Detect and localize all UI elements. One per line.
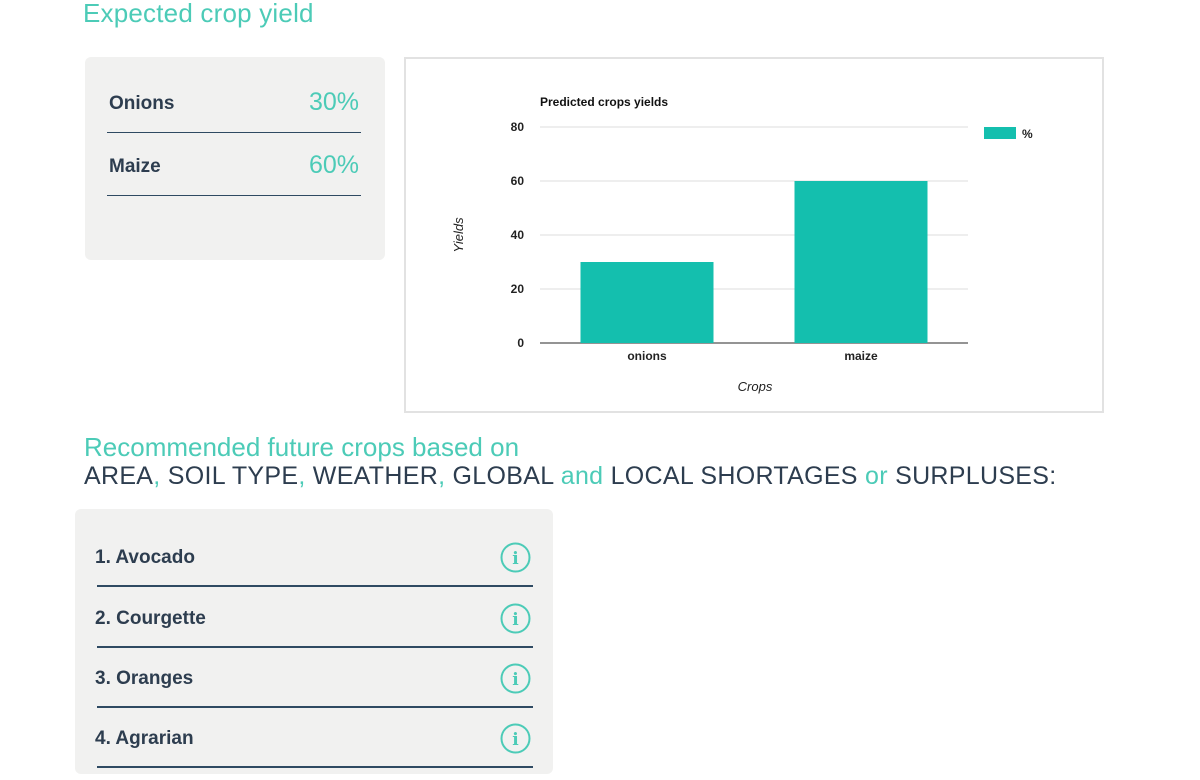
- info-icon[interactable]: i: [500, 723, 531, 754]
- x-tick-label: maize: [844, 349, 878, 363]
- svg-text:i: i: [512, 610, 519, 630]
- criteria-term: LOCAL SHORTAGES: [603, 462, 866, 490]
- criteria-connector: ,: [153, 462, 161, 490]
- expected-yield-card: Onions 30% Maize 60%: [85, 57, 385, 260]
- criteria-connector: or: [865, 462, 888, 490]
- y-tick-label: 20: [511, 282, 525, 296]
- y-tick-label: 60: [511, 174, 525, 188]
- expected-yield-title: Expected crop yield: [83, 0, 314, 28]
- y-tick-label: 80: [511, 120, 525, 134]
- recommendation-criteria: AREA, SOIL TYPE, WEATHER, GLOBAL and LOC…: [84, 462, 1057, 491]
- bar-onions: [580, 262, 714, 343]
- recommended-crop-label: 3. Oranges: [95, 668, 194, 689]
- info-icon[interactable]: i: [500, 603, 531, 634]
- x-axis-label: Crops: [738, 379, 773, 394]
- yield-crop-value: 60%: [308, 151, 359, 179]
- y-axis-label: Yields: [451, 217, 466, 253]
- yield-crop-name: Onions: [109, 93, 175, 114]
- criteria-connector: ,: [298, 462, 306, 490]
- yield-row-onions: Onions 30%: [107, 72, 361, 133]
- recommended-crop-label: 4. Agrarian: [95, 728, 194, 749]
- recommended-crops-title: Recommended future crops based on: [84, 432, 520, 462]
- recommended-crop-item[interactable]: 1. Avocado i: [95, 525, 533, 587]
- svg-text:i: i: [512, 549, 519, 569]
- bar-chart-svg: 0 20 40 60 80 onions maize Predicted crops yiel…: [451, 95, 1033, 394]
- yield-crop-value: 30%: [308, 88, 359, 116]
- y-tick-label: 0: [517, 336, 524, 350]
- recommended-crop-item[interactable]: 2. Courgette i: [95, 586, 533, 648]
- criteria-term: AREA: [84, 462, 154, 490]
- criteria-term: WEATHER: [305, 462, 439, 490]
- criteria-term: SOIL TYPE: [160, 462, 299, 490]
- recommended-crop-label: 2. Courgette: [95, 608, 206, 629]
- svg-text:i: i: [512, 670, 519, 690]
- svg-text:i: i: [512, 730, 519, 750]
- yield-row-maize: Maize 60%: [107, 135, 361, 196]
- recommended-crop-item[interactable]: 3. Oranges i: [95, 646, 533, 708]
- legend-swatch: [984, 127, 1016, 139]
- recommended-crops-list: 1. Avocado i 2. Courgette i 3. Oranges i 4. Ag…: [75, 509, 553, 774]
- criteria-connector: ,: [438, 462, 446, 490]
- criteria-term: SURPLUSES:: [887, 462, 1057, 490]
- predicted-yields-chart: 0 20 40 60 80 onions maize Predicted crops yiel…: [404, 57, 1104, 413]
- chart-title: Predicted crops yields: [540, 95, 668, 109]
- criteria-connector: and: [560, 462, 604, 490]
- y-tick-label: 40: [511, 228, 525, 242]
- info-icon[interactable]: i: [500, 542, 531, 573]
- recommended-crop-label: 1. Avocado: [95, 547, 195, 568]
- info-icon[interactable]: i: [500, 663, 531, 694]
- legend-label: %: [1022, 127, 1033, 141]
- yield-crop-name: Maize: [109, 156, 161, 177]
- criteria-term: GLOBAL: [445, 462, 561, 490]
- x-tick-label: onions: [627, 349, 667, 363]
- recommended-crop-item[interactable]: 4. Agrarian i: [95, 706, 533, 768]
- bar-maize: [794, 181, 928, 343]
